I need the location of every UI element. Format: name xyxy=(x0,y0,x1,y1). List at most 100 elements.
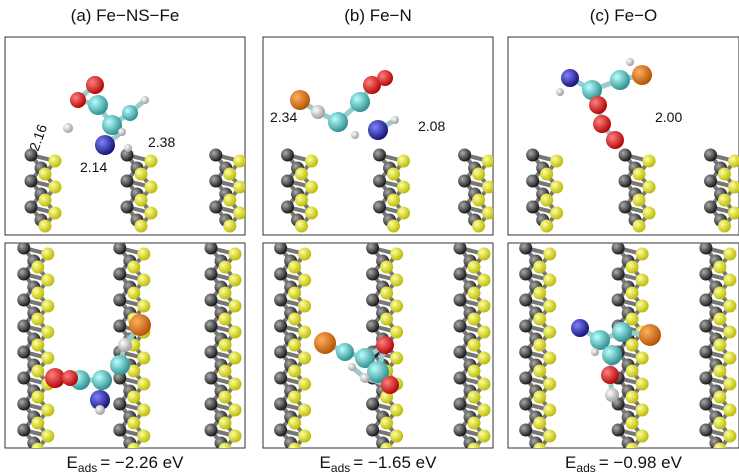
panel-title: (a) Fe−NS−Fe xyxy=(71,6,180,25)
atom xyxy=(723,352,736,365)
atom xyxy=(468,391,481,404)
atom xyxy=(540,194,553,207)
atom xyxy=(145,181,158,194)
bond-distance: 2.34 xyxy=(270,109,297,125)
atom xyxy=(135,220,148,233)
bond-distance: 2.00 xyxy=(655,109,682,125)
atom xyxy=(468,365,481,378)
atom xyxy=(205,242,218,255)
atom xyxy=(113,398,126,411)
atom xyxy=(468,261,481,274)
atom xyxy=(704,175,717,188)
atom xyxy=(137,378,150,391)
atom xyxy=(626,287,639,300)
atom xyxy=(274,242,287,255)
atom xyxy=(589,96,607,114)
atom xyxy=(205,346,218,359)
figure: (a) Fe−NS−Fe2.162.382.14Eads= −2.26 eV(b… xyxy=(0,0,739,475)
atom xyxy=(63,123,73,133)
atom xyxy=(348,363,356,371)
atom xyxy=(387,220,400,233)
atom xyxy=(373,201,386,214)
atom xyxy=(137,248,150,261)
atom xyxy=(127,287,140,300)
atom xyxy=(288,443,301,456)
atom xyxy=(233,181,246,194)
atom xyxy=(205,268,218,281)
atom xyxy=(606,131,624,149)
atom xyxy=(366,294,379,307)
atom xyxy=(311,105,325,119)
atom xyxy=(468,339,481,352)
atom xyxy=(468,287,481,300)
atom xyxy=(478,378,491,391)
atom xyxy=(135,194,148,207)
atom xyxy=(135,168,148,181)
atom xyxy=(233,207,246,220)
atom xyxy=(633,194,646,207)
atom xyxy=(219,313,232,326)
atom xyxy=(92,370,112,390)
atom xyxy=(219,443,232,456)
atom xyxy=(540,220,553,233)
atom xyxy=(381,376,399,394)
atom xyxy=(223,220,236,233)
atom xyxy=(632,65,652,85)
atom xyxy=(593,115,611,133)
atom xyxy=(229,300,242,313)
atom xyxy=(137,404,150,417)
atom xyxy=(723,404,736,417)
atom xyxy=(699,424,712,437)
atom xyxy=(390,404,403,417)
atom xyxy=(137,352,150,365)
atom xyxy=(390,430,403,443)
energy-symbol: E xyxy=(565,453,576,472)
atom xyxy=(543,378,556,391)
atom xyxy=(612,294,625,307)
atom xyxy=(612,322,632,342)
atom xyxy=(281,149,294,162)
atom xyxy=(209,175,222,188)
atom xyxy=(478,352,491,365)
atom xyxy=(533,391,546,404)
atom xyxy=(233,155,246,168)
atom xyxy=(636,274,649,287)
atom xyxy=(713,443,726,456)
atom xyxy=(533,417,546,430)
atom xyxy=(229,326,242,339)
atom xyxy=(219,287,232,300)
atom xyxy=(137,300,150,313)
atom xyxy=(519,242,532,255)
atom xyxy=(454,372,467,385)
atom xyxy=(288,287,301,300)
atom xyxy=(550,155,563,168)
atom xyxy=(533,365,546,378)
panel: (b) Fe−N2.342.08Eads= −1.65 eV xyxy=(263,6,495,475)
panels: (a) Fe−NS−Fe2.162.382.14Eads= −2.26 eV(b… xyxy=(5,6,739,475)
atom xyxy=(31,417,44,430)
atom xyxy=(49,155,62,168)
atom xyxy=(713,365,726,378)
atom xyxy=(41,404,54,417)
atom xyxy=(373,175,386,188)
atom xyxy=(723,378,736,391)
bond-distance: 2.08 xyxy=(418,118,445,134)
atom xyxy=(25,201,38,214)
atom xyxy=(137,274,150,287)
atom xyxy=(543,300,556,313)
atom xyxy=(699,398,712,411)
atom xyxy=(543,404,556,417)
atom xyxy=(110,355,130,375)
atom xyxy=(472,168,485,181)
atom xyxy=(70,92,86,108)
atom xyxy=(478,404,491,417)
atom xyxy=(86,76,104,94)
atom xyxy=(458,149,471,162)
atom xyxy=(519,398,532,411)
atom xyxy=(205,424,218,437)
atom xyxy=(366,268,379,281)
energy-subscript: ads xyxy=(576,461,595,475)
atom xyxy=(314,332,336,354)
atom xyxy=(219,391,232,404)
